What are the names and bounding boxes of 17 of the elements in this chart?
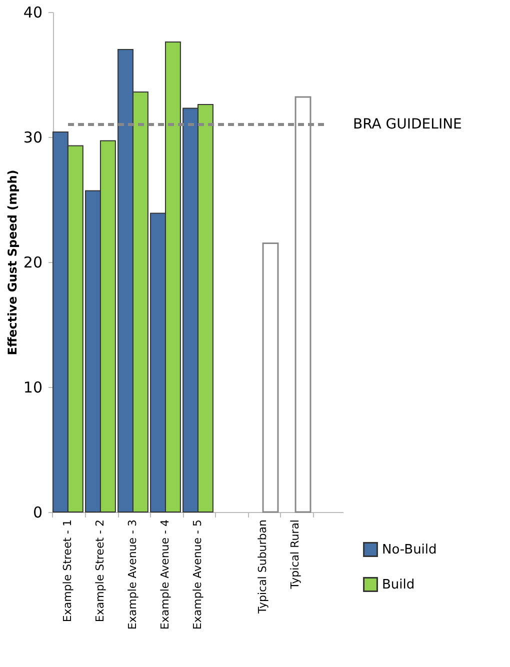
bar <box>262 242 279 513</box>
ref-line-label: BRA GUIDELINE <box>353 116 462 132</box>
y-tick-label: 20 <box>23 254 42 272</box>
y-tick-label: 40 <box>23 4 42 22</box>
legend-label: Build <box>382 578 415 592</box>
y-tick-label: 30 <box>23 128 42 146</box>
x-tick-label: Example Avenue - 5 <box>191 520 204 630</box>
x-tick-label: Typical Rural <box>288 520 302 590</box>
x-tick-label: Typical Suburban <box>256 519 270 615</box>
legend-label: No-Build <box>382 542 437 558</box>
x-tick-label: Example Street - 2 <box>93 520 106 622</box>
x-tick-label: Example Street - 1 <box>60 520 74 622</box>
y-tick-label: 0 <box>32 504 42 522</box>
y-axis-title: Effective Gust Speed (mph) <box>5 170 20 356</box>
x-tick-label: Example Avenue - 4 <box>158 520 172 630</box>
y-tick-label: 10 <box>23 378 42 396</box>
x-tick-label: Example Avenue - 3 <box>126 520 139 630</box>
